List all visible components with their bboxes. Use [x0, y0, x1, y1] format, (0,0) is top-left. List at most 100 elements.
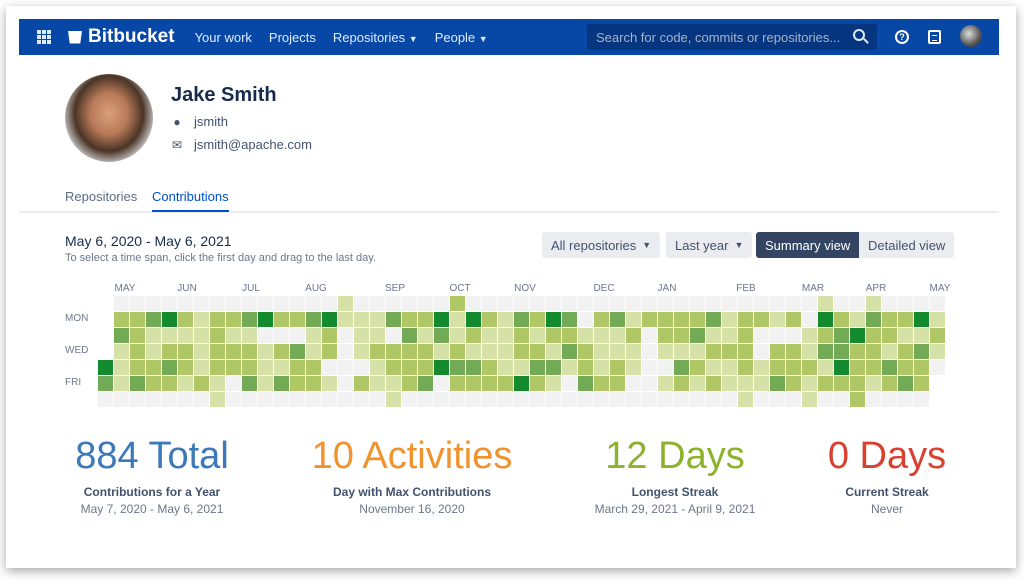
heatmap-cell[interactable]	[354, 312, 369, 327]
heatmap-cell[interactable]	[162, 376, 177, 391]
heatmap-cell[interactable]	[914, 392, 929, 407]
heatmap-cell[interactable]	[802, 312, 817, 327]
heatmap-cell[interactable]	[770, 392, 785, 407]
heatmap-cell[interactable]	[146, 392, 161, 407]
nav-your-work[interactable]: Your work	[194, 29, 252, 45]
heatmap-cell[interactable]	[242, 360, 257, 375]
heatmap-cell[interactable]	[658, 296, 673, 311]
heatmap-cell[interactable]	[370, 376, 385, 391]
heatmap-cell[interactable]	[738, 296, 753, 311]
heatmap-cell[interactable]	[514, 312, 529, 327]
heatmap-cell[interactable]	[370, 312, 385, 327]
heatmap-cell[interactable]	[450, 328, 465, 343]
heatmap-cell[interactable]	[770, 296, 785, 311]
heatmap-cell[interactable]	[866, 328, 881, 343]
heatmap-cell[interactable]	[722, 360, 737, 375]
heatmap-cell[interactable]	[274, 312, 289, 327]
heatmap-cell[interactable]	[370, 344, 385, 359]
heatmap-cell[interactable]	[146, 344, 161, 359]
heatmap-cell[interactable]	[418, 296, 433, 311]
heatmap-cell[interactable]	[770, 328, 785, 343]
heatmap-cell[interactable]	[130, 296, 145, 311]
heatmap-cell[interactable]	[642, 376, 657, 391]
heatmap-cell[interactable]	[354, 328, 369, 343]
heatmap-cell[interactable]	[450, 296, 465, 311]
heatmap-cell[interactable]	[610, 328, 625, 343]
heatmap-cell[interactable]	[514, 344, 529, 359]
heatmap-cell[interactable]	[146, 360, 161, 375]
heatmap-cell[interactable]	[914, 328, 929, 343]
heatmap-cell[interactable]	[754, 344, 769, 359]
heatmap-cell[interactable]	[466, 376, 481, 391]
heatmap-cell[interactable]	[882, 392, 897, 407]
heatmap-cell[interactable]	[402, 360, 417, 375]
heatmap-cell[interactable]	[466, 296, 481, 311]
heatmap-cell[interactable]	[882, 344, 897, 359]
heatmap-cell[interactable]	[402, 296, 417, 311]
heatmap-cell[interactable]	[482, 344, 497, 359]
heatmap-cell[interactable]	[498, 392, 513, 407]
heatmap-cell[interactable]	[114, 392, 129, 407]
heatmap-cell[interactable]	[610, 392, 625, 407]
detailed-view-button[interactable]: Detailed view	[859, 232, 955, 258]
heatmap-cell[interactable]	[594, 344, 609, 359]
heatmap-cell[interactable]	[274, 376, 289, 391]
heatmap-cell[interactable]	[594, 392, 609, 407]
heatmap-cell[interactable]	[226, 312, 241, 327]
heatmap-cell[interactable]	[258, 296, 273, 311]
heatmap-cell[interactable]	[834, 328, 849, 343]
heatmap-cell[interactable]	[898, 328, 913, 343]
heatmap-cell[interactable]	[754, 312, 769, 327]
heatmap-cell[interactable]	[642, 296, 657, 311]
heatmap-cell[interactable]	[354, 296, 369, 311]
heatmap-cell[interactable]	[482, 392, 497, 407]
heatmap-cell[interactable]	[562, 376, 577, 391]
heatmap-cell[interactable]	[354, 392, 369, 407]
summary-view-button[interactable]: Summary view	[756, 232, 860, 258]
heatmap-cell[interactable]	[770, 360, 785, 375]
heatmap-cell[interactable]	[242, 344, 257, 359]
heatmap-cell[interactable]	[626, 344, 641, 359]
heatmap-cell[interactable]	[226, 328, 241, 343]
search-input[interactable]: Search for code, commits or repositories…	[587, 24, 877, 50]
heatmap-cell[interactable]	[578, 344, 593, 359]
heatmap-cell[interactable]	[370, 360, 385, 375]
heatmap-cell[interactable]	[850, 392, 865, 407]
heatmap-cell[interactable]	[434, 376, 449, 391]
heatmap-cell[interactable]	[226, 344, 241, 359]
heatmap-cell[interactable]	[130, 360, 145, 375]
heatmap-cell[interactable]	[242, 392, 257, 407]
bitbucket-logo[interactable]: Bitbucket	[68, 26, 175, 48]
heatmap-cell[interactable]	[258, 392, 273, 407]
heatmap-cell[interactable]	[770, 344, 785, 359]
heatmap-cell[interactable]	[386, 312, 401, 327]
heatmap-cell[interactable]	[274, 360, 289, 375]
heatmap-cell[interactable]	[210, 392, 225, 407]
heatmap-cell[interactable]	[402, 312, 417, 327]
heatmap-cell[interactable]	[466, 312, 481, 327]
heatmap-cell[interactable]	[626, 392, 641, 407]
heatmap-cell[interactable]	[114, 328, 129, 343]
heatmap-cell[interactable]	[530, 296, 545, 311]
heatmap-cell[interactable]	[242, 376, 257, 391]
heatmap-cell[interactable]	[178, 328, 193, 343]
heatmap-cell[interactable]	[338, 360, 353, 375]
heatmap-cell[interactable]	[722, 296, 737, 311]
heatmap-cell[interactable]	[418, 344, 433, 359]
heatmap-cell[interactable]	[754, 328, 769, 343]
heatmap-cell[interactable]	[690, 360, 705, 375]
heatmap-cell[interactable]	[498, 376, 513, 391]
heatmap-cell[interactable]	[562, 360, 577, 375]
heatmap-cell[interactable]	[530, 392, 545, 407]
heatmap-cell[interactable]	[322, 376, 337, 391]
heatmap-cell[interactable]	[834, 296, 849, 311]
heatmap-cell[interactable]	[706, 360, 721, 375]
heatmap-cell[interactable]	[338, 312, 353, 327]
heatmap-cell[interactable]	[578, 312, 593, 327]
heatmap-cell[interactable]	[594, 328, 609, 343]
heatmap-cell[interactable]	[562, 392, 577, 407]
heatmap-cell[interactable]	[210, 296, 225, 311]
heatmap-cell[interactable]	[914, 376, 929, 391]
heatmap-cell[interactable]	[466, 392, 481, 407]
heatmap-cell[interactable]	[674, 376, 689, 391]
